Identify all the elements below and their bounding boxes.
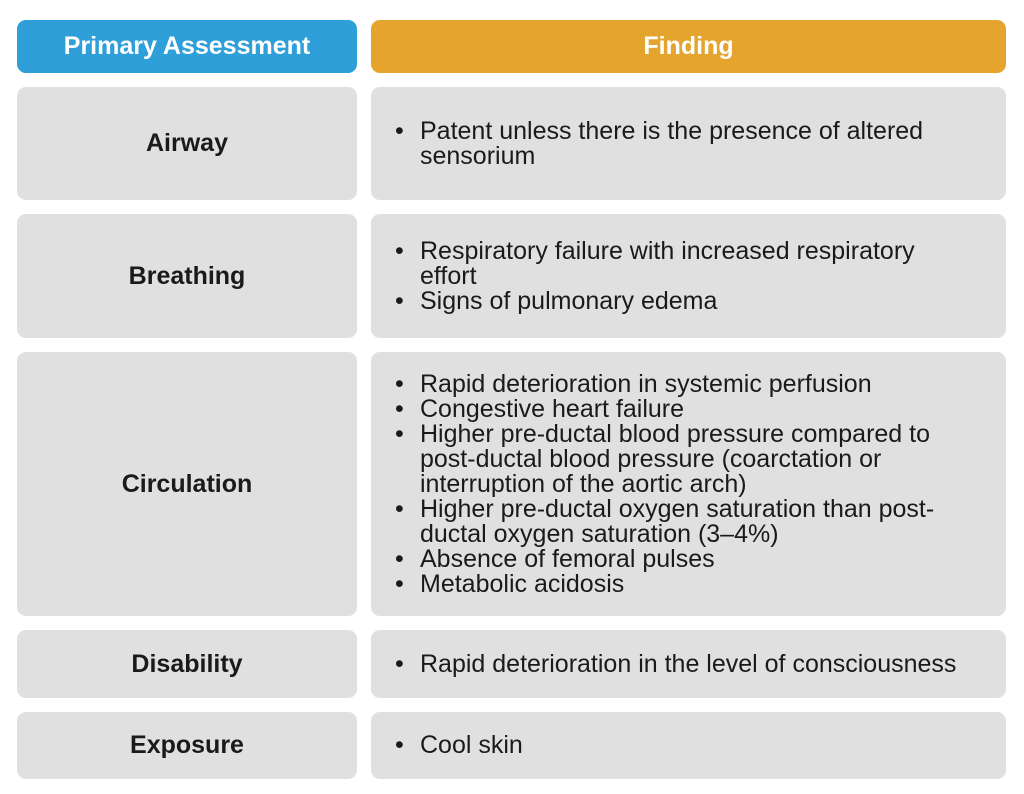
finding-item: • Rapid deterioration in the level of co… bbox=[395, 649, 978, 678]
finding-text: Rapid deterioration in systemic perfusio… bbox=[420, 369, 872, 398]
finding-text: Higher pre-ductal oxygen saturation than… bbox=[420, 494, 935, 548]
finding-cell-exposure: • Cool skin bbox=[371, 712, 1006, 779]
finding-list: • Rapid deterioration in the level of co… bbox=[395, 649, 978, 678]
finding-list: • Patent unless there is the presence of… bbox=[395, 116, 978, 170]
bullet-icon: • bbox=[395, 649, 404, 678]
finding-text: Higher pre-ductal blood pressure compare… bbox=[420, 419, 930, 498]
column-header-finding: Finding bbox=[371, 20, 1006, 73]
finding-text: Absence of femoral pulses bbox=[420, 544, 715, 573]
finding-item: • Cool skin bbox=[395, 733, 978, 758]
finding-cell-circulation: • Rapid deterioration in systemic perfus… bbox=[371, 352, 1006, 616]
bullet-icon: • bbox=[395, 286, 404, 315]
assessment-cell-disability: Disability bbox=[17, 630, 357, 698]
bullet-icon: • bbox=[395, 494, 404, 523]
finding-list: • Respiratory failure with increased res… bbox=[395, 236, 978, 315]
column-header-primary-assessment: Primary Assessment bbox=[17, 20, 357, 73]
finding-cell-disability: • Rapid deterioration in the level of co… bbox=[371, 630, 1006, 698]
finding-item: • Congestive heart failure bbox=[395, 394, 978, 423]
finding-text: Rapid deterioration in the level of cons… bbox=[420, 649, 957, 678]
bullet-icon: • bbox=[395, 419, 404, 448]
finding-cell-airway: • Patent unless there is the presence of… bbox=[371, 87, 1006, 200]
assessment-cell-exposure: Exposure bbox=[17, 712, 357, 779]
bullet-icon: • bbox=[395, 731, 404, 759]
finding-text: Respiratory failure with increased respi… bbox=[420, 236, 915, 290]
finding-item: • Signs of pulmonary edema bbox=[395, 286, 978, 315]
column-header-label: Primary Assessment bbox=[63, 32, 311, 60]
finding-text: Congestive heart failure bbox=[420, 394, 685, 423]
assessment-findings-table: Primary Assessment Finding Airway • Pate… bbox=[17, 20, 1006, 779]
bullet-icon: • bbox=[395, 394, 404, 423]
assessment-cell-breathing: Breathing bbox=[17, 214, 357, 338]
assessment-label: Breathing bbox=[128, 261, 246, 290]
bullet-icon: • bbox=[395, 544, 404, 573]
assessment-label: Exposure bbox=[130, 731, 244, 759]
assessment-label: Circulation bbox=[121, 469, 253, 498]
finding-item: • Rapid deterioration in systemic perfus… bbox=[395, 369, 978, 398]
assessment-cell-airway: Airway bbox=[17, 87, 357, 200]
finding-item: • Metabolic acidosis bbox=[395, 569, 978, 598]
finding-item: • Patent unless there is the presence of… bbox=[395, 116, 978, 170]
finding-text: Cool skin bbox=[420, 731, 523, 759]
finding-text: Patent unless there is the presence of a… bbox=[420, 116, 924, 170]
bullet-icon: • bbox=[395, 569, 404, 598]
bullet-icon: • bbox=[395, 369, 404, 398]
assessment-cell-circulation: Circulation bbox=[17, 352, 357, 616]
finding-cell-breathing: • Respiratory failure with increased res… bbox=[371, 214, 1006, 338]
finding-item: • Respiratory failure with increased res… bbox=[395, 236, 978, 290]
finding-item: • Absence of femoral pulses bbox=[395, 544, 978, 573]
finding-item: • Higher pre-ductal blood pressure compa… bbox=[395, 419, 978, 498]
finding-text: Metabolic acidosis bbox=[420, 569, 625, 598]
column-header-label: Finding bbox=[643, 32, 734, 60]
finding-text: Signs of pulmonary edema bbox=[420, 286, 718, 315]
assessment-label: Disability bbox=[131, 649, 243, 678]
bullet-icon: • bbox=[395, 116, 404, 145]
assessment-label: Airway bbox=[146, 129, 228, 157]
finding-list: • Cool skin bbox=[395, 733, 978, 758]
finding-item: • Higher pre-ductal oxygen saturation th… bbox=[395, 494, 978, 548]
bullet-icon: • bbox=[395, 236, 404, 265]
finding-list: • Rapid deterioration in systemic perfus… bbox=[395, 369, 978, 598]
